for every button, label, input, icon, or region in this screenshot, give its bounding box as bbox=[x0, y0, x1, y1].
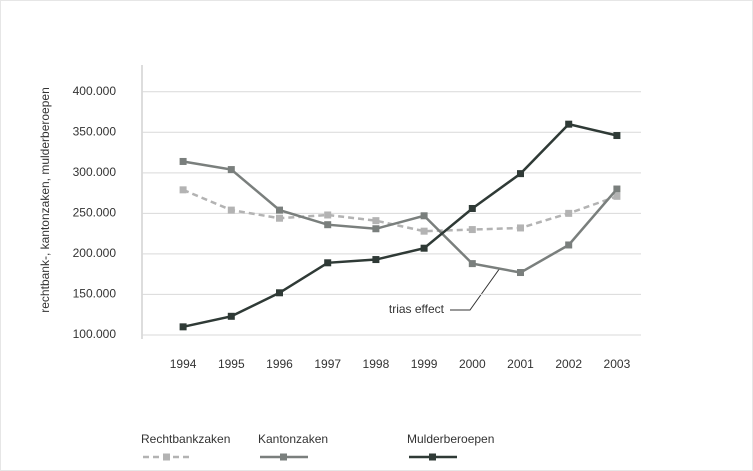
point bbox=[468, 204, 476, 212]
point bbox=[517, 224, 524, 232]
point bbox=[227, 206, 235, 214]
point bbox=[613, 192, 621, 200]
series-line bbox=[182, 160, 618, 274]
point bbox=[227, 312, 235, 320]
x-tick-label: 2001 bbox=[507, 357, 534, 371]
annotation-leader bbox=[450, 267, 501, 311]
x-tick-label: 1998 bbox=[363, 357, 390, 371]
legend-marker bbox=[280, 453, 287, 461]
point bbox=[420, 244, 428, 252]
point bbox=[324, 211, 332, 219]
point bbox=[179, 157, 187, 165]
point bbox=[565, 120, 573, 128]
y-tick-label: 100.000 bbox=[73, 327, 117, 341]
x-tick-label: 1996 bbox=[266, 357, 293, 371]
legend-label: Rechtbankzaken bbox=[141, 432, 230, 446]
point bbox=[276, 206, 283, 214]
point bbox=[468, 226, 476, 234]
point bbox=[420, 212, 428, 220]
x-tick-label: 2003 bbox=[604, 357, 631, 371]
point bbox=[517, 170, 524, 178]
point bbox=[517, 269, 524, 277]
point bbox=[372, 217, 380, 225]
x-tick-label: 1994 bbox=[170, 357, 197, 371]
x-tick-label: 1999 bbox=[411, 357, 438, 371]
legend-label: Mulderberoepen bbox=[407, 432, 494, 446]
point bbox=[420, 227, 428, 235]
x-tick-label: 1995 bbox=[218, 357, 245, 371]
point bbox=[324, 259, 332, 267]
y-tick-label: 400.000 bbox=[73, 84, 117, 98]
point bbox=[276, 289, 283, 297]
point bbox=[179, 323, 187, 331]
legend-marker bbox=[163, 453, 170, 461]
point bbox=[468, 260, 476, 268]
point bbox=[565, 241, 573, 249]
point bbox=[613, 185, 621, 193]
y-tick-label: 300.000 bbox=[73, 165, 117, 179]
y-tick-label: 150.000 bbox=[73, 287, 117, 301]
series-line bbox=[182, 188, 618, 233]
y-tick-label: 250.000 bbox=[73, 206, 117, 220]
point bbox=[565, 209, 573, 217]
legend-label: Kantonzaken bbox=[258, 432, 328, 446]
point bbox=[372, 256, 380, 264]
point bbox=[324, 221, 332, 229]
x-tick-label: 2000 bbox=[459, 357, 486, 371]
x-tick-label: 2002 bbox=[555, 357, 582, 371]
point bbox=[179, 186, 187, 194]
point bbox=[276, 214, 283, 222]
y-tick-label: 350.000 bbox=[73, 124, 117, 138]
point bbox=[227, 166, 235, 174]
y-axis-label: rechtbank-, kantonzaken, mulderberoepen bbox=[38, 87, 52, 312]
point bbox=[372, 225, 380, 233]
point bbox=[613, 132, 621, 140]
y-tick-label: 200.000 bbox=[73, 246, 117, 260]
annotation: trias effect bbox=[389, 302, 445, 316]
x-tick-label: 1997 bbox=[314, 357, 341, 371]
legend-marker bbox=[429, 453, 436, 461]
series-line bbox=[182, 122, 618, 329]
